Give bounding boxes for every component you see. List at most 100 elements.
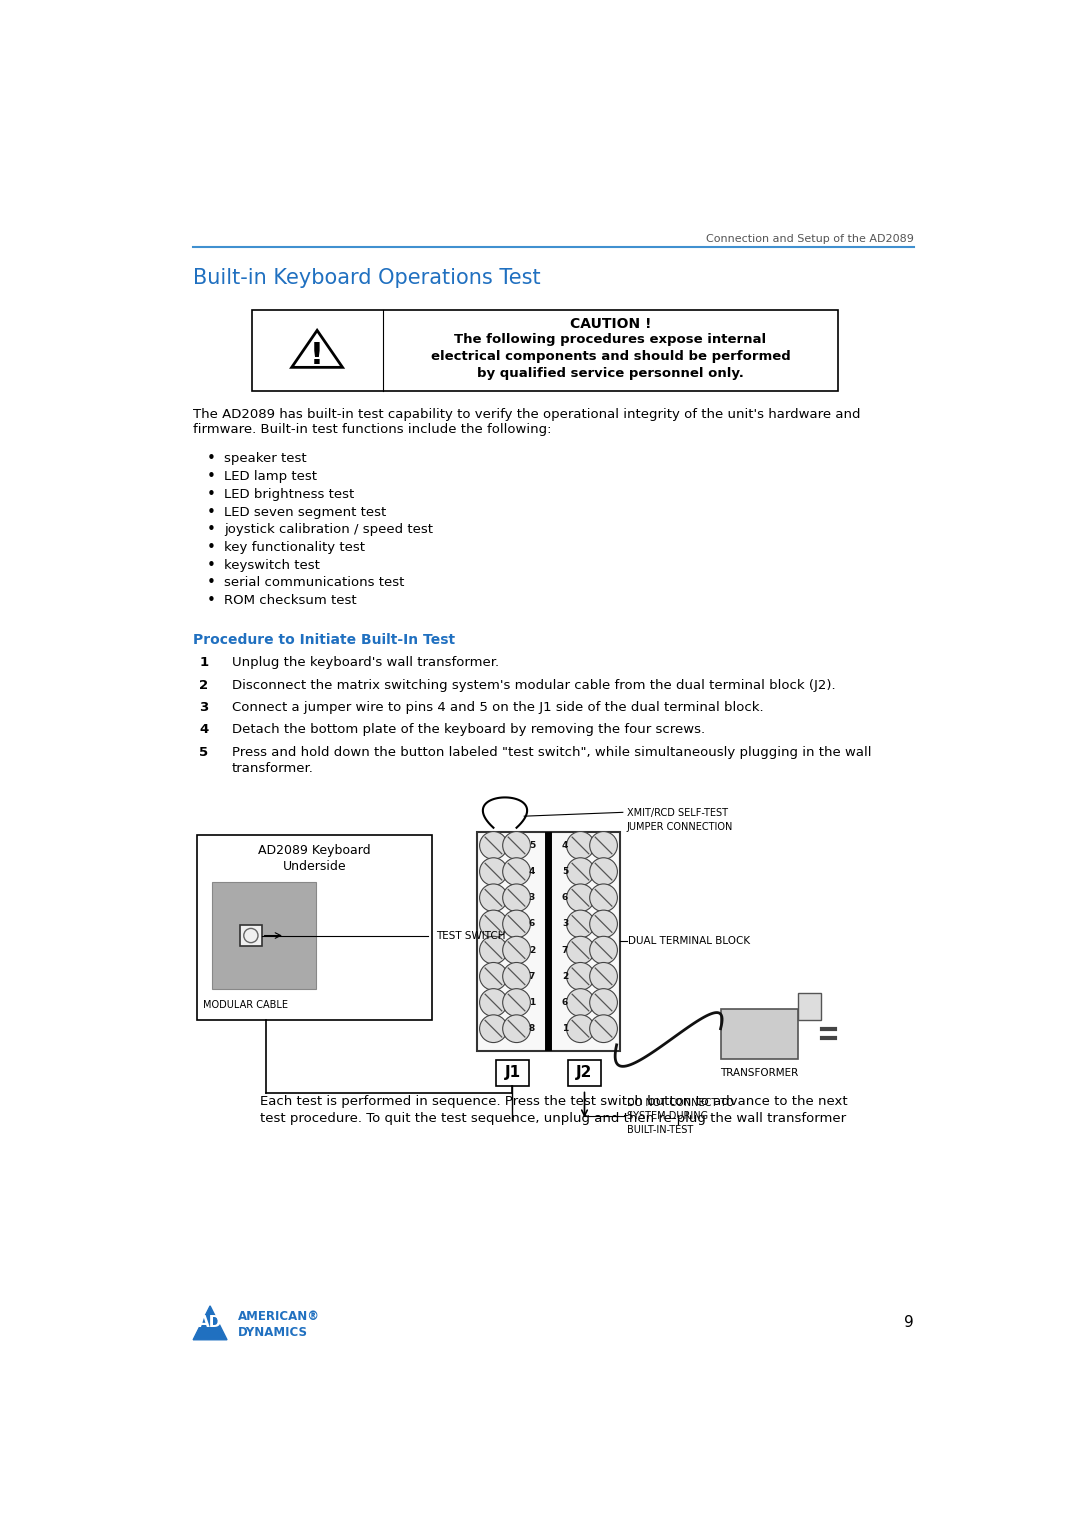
Text: LED brightness test: LED brightness test [224, 487, 354, 501]
Circle shape [502, 858, 530, 886]
Bar [720, 1009, 798, 1058]
Text: •: • [207, 469, 216, 484]
Text: 1: 1 [562, 1025, 568, 1034]
Text: 2: 2 [200, 680, 208, 692]
Bar [240, 925, 261, 947]
Text: 5: 5 [529, 841, 535, 851]
Bar [213, 881, 316, 989]
Circle shape [567, 858, 594, 886]
Text: Disconnect the matrix switching system's modular cable from the dual terminal bl: Disconnect the matrix switching system's… [231, 680, 835, 692]
Circle shape [502, 884, 530, 912]
Text: 9: 9 [904, 1315, 914, 1330]
Text: The AD2089 has built-in test capability to verify the operational integrity of t: The AD2089 has built-in test capability … [193, 408, 861, 421]
Circle shape [567, 910, 594, 938]
Circle shape [590, 910, 618, 938]
Text: electrical components and should be performed: electrical components and should be perf… [431, 350, 791, 363]
Circle shape [567, 884, 594, 912]
Text: Unplug the keyboard's wall transformer.: Unplug the keyboard's wall transformer. [231, 657, 499, 669]
Polygon shape [193, 1306, 227, 1339]
Text: •: • [207, 452, 216, 466]
Polygon shape [292, 330, 342, 368]
Text: speaker test: speaker test [224, 452, 307, 466]
Text: 1: 1 [529, 999, 535, 1006]
Text: joystick calibration / speed test: joystick calibration / speed test [224, 524, 433, 536]
Text: MODULAR CABLE: MODULAR CABLE [203, 1000, 288, 1009]
Text: test procedure. To quit the test sequence, unplug and then re-plug the wall tran: test procedure. To quit the test sequenc… [260, 1112, 847, 1124]
Circle shape [590, 936, 618, 964]
Bar [568, 1060, 602, 1086]
Circle shape [480, 884, 508, 912]
Circle shape [590, 858, 618, 886]
Text: •: • [207, 576, 216, 591]
Text: Detach the bottom plate of the keyboard by removing the four screws.: Detach the bottom plate of the keyboard … [231, 724, 705, 736]
Text: Procedure to Initiate Built-In Test: Procedure to Initiate Built-In Test [193, 632, 456, 647]
Circle shape [590, 1015, 618, 1043]
Circle shape [567, 832, 594, 860]
Circle shape [480, 832, 508, 860]
Circle shape [567, 962, 594, 989]
Bar [798, 993, 821, 1020]
Text: J2: J2 [577, 1066, 593, 1081]
Text: firmware. Built-in test functions include the following:: firmware. Built-in test functions includ… [193, 423, 552, 437]
Text: 2: 2 [562, 971, 568, 980]
Circle shape [502, 1015, 530, 1043]
Text: transformer.: transformer. [231, 762, 313, 774]
Text: Press and hold down the button labeled "test switch", while simultaneously plugg: Press and hold down the button labeled "… [231, 745, 872, 759]
Text: XMIT/RCD SELF-TEST
JUMPER CONNECTION: XMIT/RCD SELF-TEST JUMPER CONNECTION [626, 808, 733, 832]
Circle shape [590, 988, 618, 1017]
Circle shape [502, 910, 530, 938]
Text: TEST SWITCH: TEST SWITCH [435, 930, 505, 941]
Circle shape [480, 910, 508, 938]
Text: keyswitch test: keyswitch test [224, 559, 320, 571]
Text: 5: 5 [200, 745, 208, 759]
Text: Connect a jumper wire to pins 4 and 5 on the J1 side of the dual terminal block.: Connect a jumper wire to pins 4 and 5 on… [231, 701, 764, 715]
Circle shape [567, 988, 594, 1017]
Circle shape [590, 832, 618, 860]
Text: !: ! [310, 341, 324, 370]
Circle shape [590, 962, 618, 989]
Text: serial communications test: serial communications test [224, 576, 404, 589]
Text: 6: 6 [562, 999, 568, 1006]
Bar [496, 1060, 529, 1086]
Text: LED lamp test: LED lamp test [224, 470, 316, 483]
Text: DO NOT CONNECT TO
SYSTEM DURING
BUILT-IN-TEST: DO NOT CONNECT TO SYSTEM DURING BUILT-IN… [626, 1098, 733, 1135]
Circle shape [590, 884, 618, 912]
Text: AMERICAN®: AMERICAN® [238, 1310, 320, 1324]
Text: Each test is performed in sequence. Press the test switch button to advance to t: Each test is performed in sequence. Pres… [259, 1095, 848, 1107]
Circle shape [480, 936, 508, 964]
Text: •: • [207, 592, 216, 608]
Text: 3: 3 [529, 893, 535, 902]
Circle shape [480, 858, 508, 886]
Bar [252, 310, 838, 391]
Circle shape [567, 936, 594, 964]
Text: 5: 5 [562, 867, 568, 876]
Text: J1: J1 [504, 1066, 521, 1081]
Text: 6: 6 [562, 893, 568, 902]
Text: 4: 4 [529, 867, 535, 876]
Bar [197, 835, 432, 1020]
Bar [476, 832, 621, 1051]
Text: 7: 7 [562, 945, 568, 954]
Text: 6: 6 [529, 919, 535, 928]
Text: DUAL TERMINAL BLOCK: DUAL TERMINAL BLOCK [629, 936, 751, 947]
Text: 8: 8 [529, 1025, 535, 1034]
Text: 3: 3 [562, 919, 568, 928]
Text: AD2089 Keyboard: AD2089 Keyboard [258, 844, 370, 857]
Text: 1: 1 [200, 657, 208, 669]
Circle shape [567, 1015, 594, 1043]
Text: Connection and Setup of the AD2089: Connection and Setup of the AD2089 [706, 235, 914, 244]
Text: •: • [207, 522, 216, 538]
Text: •: • [207, 487, 216, 502]
Text: CAUTION !: CAUTION ! [570, 318, 651, 331]
Text: The following procedures expose internal: The following procedures expose internal [455, 333, 767, 347]
Text: ROM checksum test: ROM checksum test [224, 594, 356, 608]
Text: •: • [207, 557, 216, 573]
Text: key functionality test: key functionality test [224, 541, 365, 554]
Text: AD: AD [198, 1315, 222, 1330]
Circle shape [502, 962, 530, 989]
Circle shape [480, 1015, 508, 1043]
Circle shape [502, 936, 530, 964]
Text: 7: 7 [529, 971, 535, 980]
Circle shape [480, 962, 508, 989]
Circle shape [502, 832, 530, 860]
